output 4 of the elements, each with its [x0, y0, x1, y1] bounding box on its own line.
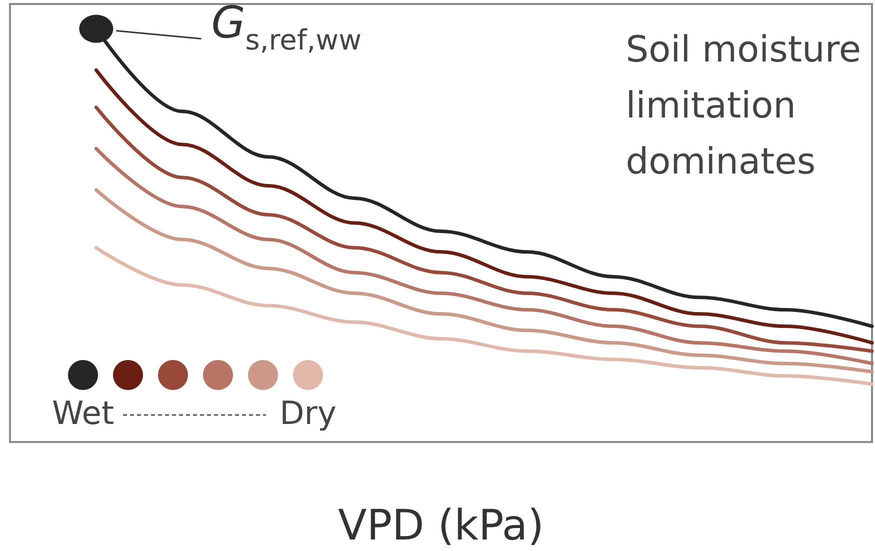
- x-axis-title: VPD (kPa): [338, 500, 544, 550]
- annotation: Soil moisture limitation dominates: [626, 30, 861, 182]
- text: Dry: [280, 394, 336, 432]
- legend-label: Wet: [52, 394, 114, 432]
